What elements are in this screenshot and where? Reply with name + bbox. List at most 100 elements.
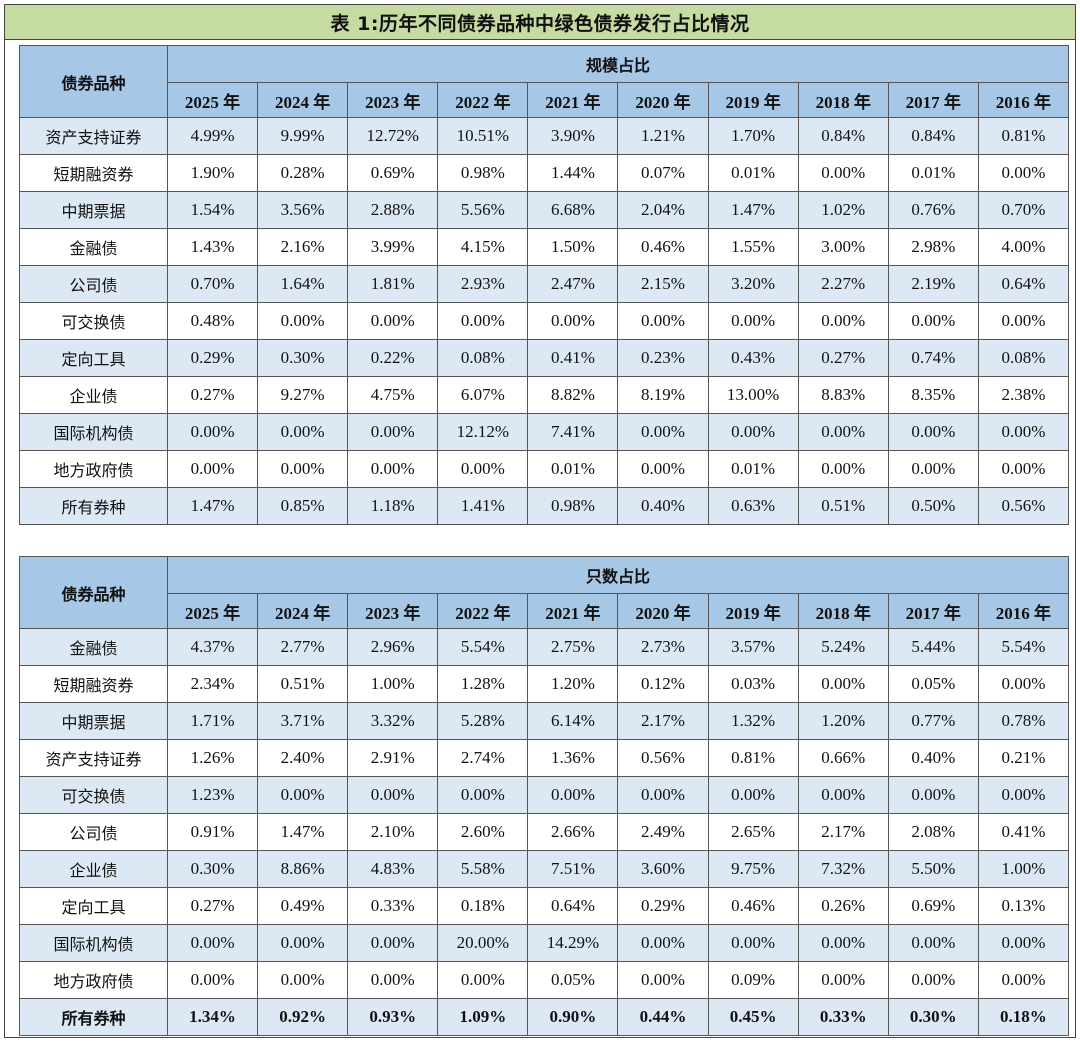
ratio-cell: 2.98% [887, 228, 979, 266]
ratio-cell: 2.16% [257, 228, 349, 266]
ratio-cell: 0.22% [347, 339, 439, 377]
ratio-cell: 6.07% [437, 376, 529, 414]
ratio-cell: 0.09% [707, 961, 799, 999]
bond-type-cell: 定向工具 [19, 887, 168, 925]
year-header: 2019 年 [707, 82, 799, 118]
ratio-cell: 0.00% [166, 450, 259, 488]
ratio-cell: 1.26% [166, 739, 259, 777]
ratio-cell: 5.28% [437, 702, 529, 740]
ratio-cell: 0.00% [887, 450, 979, 488]
table-row: 企业债 0.30% 8.86% 4.83% 5.58% 7.51% 3.60% 9.75% 7.… [19, 850, 1070, 888]
ratio-cell: 2.77% [257, 628, 349, 666]
ratio-cell: 0.49% [257, 887, 349, 925]
ratio-cell: 3.57% [707, 628, 799, 666]
ratio-cell: 0.69% [347, 154, 439, 192]
ratio-cell: 0.00% [617, 961, 709, 999]
ratio-cell: 0.84% [887, 117, 979, 155]
ratio-cell: 4.00% [977, 228, 1070, 266]
ratio-cell: 8.82% [527, 376, 619, 414]
ratio-cell: 2.38% [977, 376, 1070, 414]
ratio-cell: 1.02% [797, 191, 889, 229]
bond-type-cell: 短期融资券 [19, 665, 168, 703]
year-header: 2017 年 [887, 82, 979, 118]
bond-type-cell: 国际机构债 [19, 413, 168, 451]
ratio-cell: 3.20% [707, 265, 799, 303]
ratio-cell: 8.83% [797, 376, 889, 414]
ratio-cell: 12.72% [347, 117, 439, 155]
year-header: 2021 年 [527, 82, 619, 118]
ratio-cell: 0.00% [977, 413, 1070, 451]
ratio-cell: 0.30% [257, 339, 349, 377]
ratio-cell: 0.00% [347, 961, 439, 999]
ratio-cell: 0.48% [166, 302, 259, 340]
ratio-cell: 0.50% [887, 487, 979, 525]
ratio-cell: 2.10% [347, 813, 439, 851]
ratio-cell: 0.27% [797, 339, 889, 377]
ratio-cell: 0.00% [617, 776, 709, 814]
ratio-cell: 2.74% [437, 739, 529, 777]
ratio-cell: 5.50% [887, 850, 979, 888]
ratio-cell: 0.00% [347, 450, 439, 488]
ratio-cell: 2.91% [347, 739, 439, 777]
ratio-cell: 6.14% [527, 702, 619, 740]
ratio-cell: 0.00% [437, 302, 529, 340]
year-header: 2018 年 [797, 593, 889, 629]
ratio-cell: 4.75% [347, 376, 439, 414]
year-header: 2025 年 [166, 593, 259, 629]
ratio-cell: 0.00% [347, 776, 439, 814]
ratio-cell: 0.00% [437, 450, 529, 488]
table-row: 国际机构债 0.00% 0.00% 0.00% 12.12% 7.41% 0.00% 0.00… [19, 413, 1070, 451]
ratio-cell: 3.56% [257, 191, 349, 229]
ratio-cell: 1.50% [527, 228, 619, 266]
table-row: 金融债 4.37% 2.77% 2.96% 5.54% 2.75% 2.73% 3.57% 5.… [19, 628, 1070, 666]
ratio-cell: 0.51% [797, 487, 889, 525]
ratio-cell: 0.00% [797, 302, 889, 340]
ratio-cell: 0.00% [257, 450, 349, 488]
ratio-cell: 14.29% [527, 924, 619, 962]
bond-type-cell: 国际机构债 [19, 924, 168, 962]
ratio-cell: 0.70% [977, 191, 1070, 229]
ratio-cell: 2.66% [527, 813, 619, 851]
bond-type-cell: 资产支持证券 [19, 739, 168, 777]
ratio-cell: 1.28% [437, 665, 529, 703]
ratio-cell: 1.18% [347, 487, 439, 525]
ratio-cell: 5.54% [977, 628, 1070, 666]
ratio-cell: 0.00% [347, 302, 439, 340]
year-header: 2023 年 [347, 593, 439, 629]
ratio-cell: 4.83% [347, 850, 439, 888]
bond-type-cell: 中期票据 [19, 191, 168, 229]
ratio-cell: 1.23% [166, 776, 259, 814]
ratio-cell: 0.00% [257, 961, 349, 999]
ratio-cell: 0.56% [617, 739, 709, 777]
ratio-cell: 0.00% [707, 924, 799, 962]
ratio-cell: 2.75% [527, 628, 619, 666]
table-body: 资产支持证券 4.99% 9.99% 12.72% 10.51% 3.90% 1.21% 1.… [19, 117, 1070, 525]
table-title: 表 1:历年不同债券品种中绿色债券发行占比情况 [5, 5, 1075, 40]
ratio-cell: 0.00% [797, 154, 889, 192]
ratio-cell: 1.09% [437, 998, 529, 1036]
year-header-row: 2025 年 2024 年 2023 年 2022 年 2021 年 2020 年 2019… [20, 82, 1070, 118]
ratio-cell: 0.46% [707, 887, 799, 925]
ratio-cell: 0.00% [166, 413, 259, 451]
ratio-cell: 0.00% [797, 776, 889, 814]
bond-type-cell: 公司债 [19, 265, 168, 303]
table-row: 国际机构债 0.00% 0.00% 0.00% 20.00% 14.29% 0.00% 0.0… [19, 924, 1070, 962]
ratio-cell: 2.96% [347, 628, 439, 666]
ratio-cell: 4.15% [437, 228, 529, 266]
ratio-cell: 0.00% [527, 776, 619, 814]
table-row: 定向工具 0.29% 0.30% 0.22% 0.08% 0.41% 0.23% 0.43% 0… [19, 339, 1070, 377]
ratio-cell: 10.51% [437, 117, 529, 155]
ratio-cell: 0.33% [347, 887, 439, 925]
ratio-cell: 9.99% [257, 117, 349, 155]
year-header: 2019 年 [707, 593, 799, 629]
ratio-cell: 0.03% [707, 665, 799, 703]
ratio-cell: 0.29% [617, 887, 709, 925]
ratio-cell: 3.00% [797, 228, 889, 266]
ratio-cell: 0.00% [887, 302, 979, 340]
ratio-cell: 1.00% [977, 850, 1070, 888]
ratio-cell: 9.27% [257, 376, 349, 414]
ratio-cell: 5.54% [437, 628, 529, 666]
ratio-cell: 0.12% [617, 665, 709, 703]
ratio-cell: 1.90% [166, 154, 259, 192]
ratio-cell: 0.64% [527, 887, 619, 925]
